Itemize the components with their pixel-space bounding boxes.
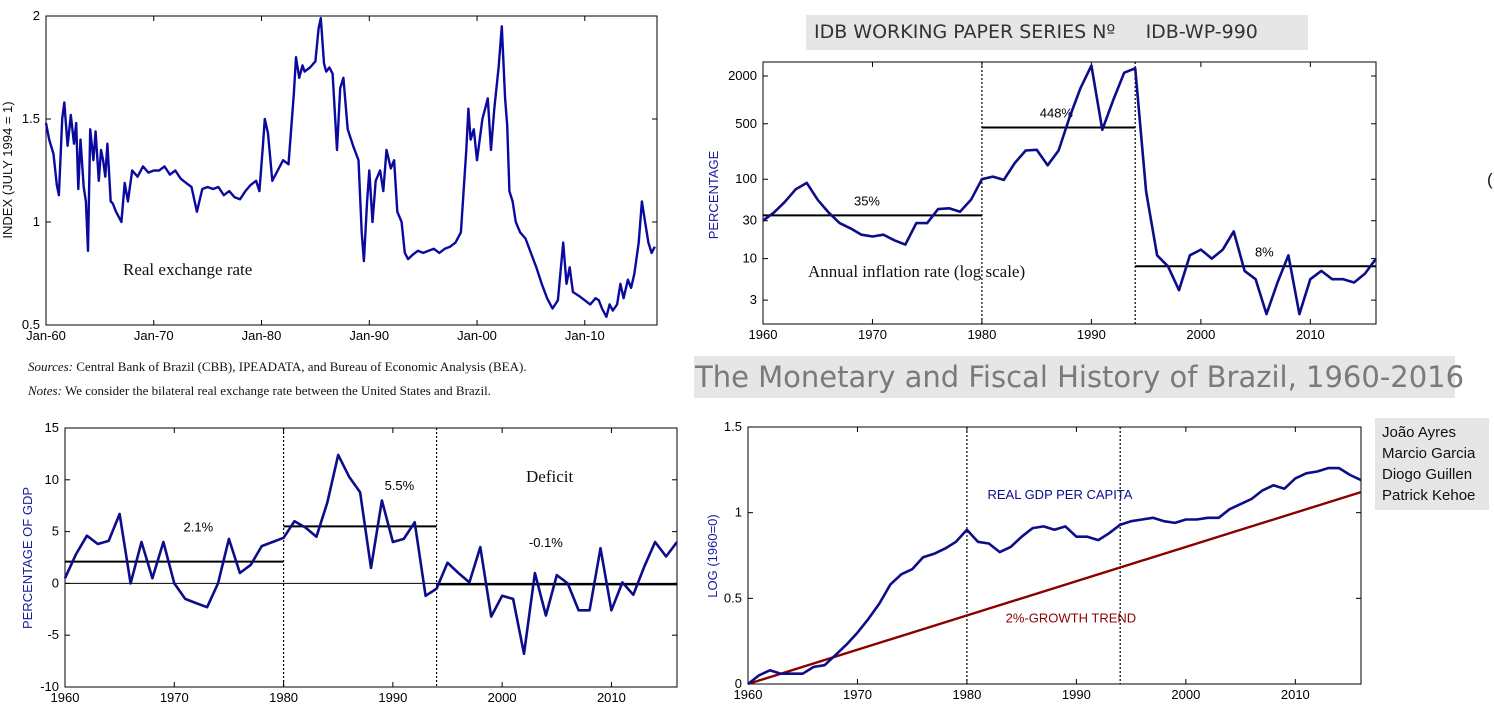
chart3-y-tick-label: -10 — [40, 679, 59, 694]
sources-note: Sources: Central Bank of Brazil (CBB), I… — [28, 359, 527, 375]
chart3-x-tick-label: 1960 — [51, 690, 80, 705]
real-exchange-rate-chart: Jan-60 Jan-70 Jan-80 Jan-90 Jan-00 Jan-10 0.5 1… — [0, 8, 658, 343]
chart2-frame — [762, 61, 1377, 325]
chart3-x-tick-label: 1980 — [269, 690, 298, 705]
chart1-frame — [45, 15, 658, 326]
chart2-y-tick-label: 500 — [735, 116, 757, 131]
chart4-y-tick-label: 0.5 — [724, 590, 742, 605]
chart1-y-axis-label: INDEX (JULY 1994 = 1) — [0, 101, 15, 238]
chart2-x-tick-label: 1970 — [858, 327, 887, 342]
author-name: João Ayres — [1382, 424, 1456, 441]
chart4-x-tick-label: 1960 — [734, 687, 763, 702]
chart3-average-label: 2.1% — [184, 520, 214, 535]
page-title: The Monetary and Fiscal History of Brazi… — [694, 356, 1464, 398]
chart1-x-tick-label: Jan-10 — [565, 328, 605, 343]
chart2-average-label: 8% — [1255, 244, 1274, 259]
chart2-x-tick-label: 2000 — [1186, 327, 1215, 342]
chart1-x-tick-label: Jan-00 — [457, 328, 497, 343]
deficit-chart: 1960 1970 1980 1990 2000 2010 -10 -5 0 5 10 15 2.1%… — [20, 420, 679, 705]
chart2-average-label: 448% — [1040, 106, 1074, 121]
chart4-x-tick-label: 1980 — [952, 687, 981, 702]
chart1-x-tick-label: Jan-90 — [349, 328, 389, 343]
chart3-average-label: 5.5% — [385, 478, 415, 493]
chart2-series-line — [762, 64, 1378, 316]
chart4-y-axis-label: LOG (1960=0) — [705, 514, 720, 597]
chart4-x-tick-label: 2010 — [1281, 687, 1310, 702]
author-name: Patrick Kehoe — [1382, 487, 1476, 504]
chart3-frame — [64, 427, 678, 688]
chart4-gdp-line — [747, 466, 1362, 686]
chart3-y-tick-label: 5 — [52, 524, 59, 539]
chart1-x-tick-label: Jan-60 — [26, 328, 66, 343]
inflation-chart: 1960 1970 1980 1990 2000 2010310301005002000 … — [706, 61, 1378, 342]
chart1-y-tick-label: 1 — [33, 214, 40, 229]
chart1-annotation: Real exchange rate — [123, 260, 252, 279]
chart3-y-tick-label: 10 — [45, 472, 59, 487]
chart3-y-tick-label: 15 — [45, 420, 59, 435]
edge-glyph: ( — [1487, 170, 1493, 189]
chart2-y-tick-label: 10 — [743, 251, 757, 266]
chart4-series-label-gdp: REAL GDP PER CAPITA — [987, 487, 1132, 502]
chart4-trend-line — [747, 490, 1362, 686]
notes-note: Notes: We consider the bilateral real ex… — [28, 383, 491, 399]
chart4-y-tick-label: 1.5 — [724, 419, 742, 434]
chart4-y-tick-label: 0 — [735, 676, 742, 691]
chart4-frame — [747, 426, 1362, 685]
chart3-x-tick-label: 2010 — [597, 690, 626, 705]
chart1-x-tick-label: Jan-70 — [134, 328, 174, 343]
gdp-per-capita-chart: 1960 1970 1980 1990 2000 2010 0 0.5 1 1.5 REAL GD… — [705, 419, 1362, 702]
chart4-y-tick-label: 1 — [735, 505, 742, 520]
chart3-y-tick-label: 0 — [52, 575, 59, 590]
chart1-x-tick-label: Jan-80 — [242, 328, 282, 343]
chart4-x-tick-label: 1990 — [1062, 687, 1091, 702]
chart3-annotation: Deficit — [526, 467, 573, 486]
author-name: Marcio Garcia — [1382, 445, 1476, 462]
chart2-average-label: 35% — [854, 193, 880, 208]
sources-text: Central Bank of Brazil (CBB), IPEADATA, … — [73, 359, 527, 374]
chart1-y-tick-label: 1.5 — [22, 111, 40, 126]
chart4-x-tick-label: 1970 — [843, 687, 872, 702]
chart4-series-label-trend: 2%-GROWTH TREND — [1006, 610, 1136, 625]
chart3-x-tick-label: 2000 — [488, 690, 517, 705]
chart3-y-tick-label: -5 — [47, 627, 59, 642]
chart3-x-tick-label: 1970 — [160, 690, 189, 705]
chart3-y-axis-label: PERCENTAGE OF GDP — [20, 487, 35, 629]
chart2-y-tick-label: 100 — [735, 171, 757, 186]
chart2-x-tick-label: 1960 — [749, 327, 778, 342]
chart2-y-tick-label: 3 — [750, 292, 757, 307]
chart2-y-tick-label: 30 — [743, 213, 757, 228]
chart2-y-axis-label: PERCENTAGE — [706, 150, 721, 239]
chart2-x-tick-label: 1990 — [1077, 327, 1106, 342]
author-list: João Ayres Marcio Garcia Diogo Guillen P… — [1375, 418, 1489, 510]
notes-text: We consider the bilateral real exchange … — [61, 383, 491, 398]
chart3-series-line — [63, 453, 679, 656]
chart2-y-tick-label: 2000 — [728, 68, 757, 83]
chart1-y-tick-label: 0.5 — [22, 317, 40, 332]
chart3-x-tick-label: 1990 — [378, 690, 407, 705]
notes-label: Notes: — [28, 383, 62, 398]
chart4-x-tick-label: 2000 — [1171, 687, 1200, 702]
author-name: Diogo Guillen — [1382, 466, 1473, 483]
chart3-average-label: -0.1% — [529, 535, 563, 550]
chart2-x-tick-label: 2010 — [1296, 327, 1325, 342]
chart2-annotation: Annual inflation rate (log scale) — [808, 262, 1025, 281]
chart2-x-tick-label: 1980 — [967, 327, 996, 342]
chart1-series-line — [44, 16, 656, 318]
working-paper-banner: IDB WORKING PAPER SERIES Nº IDB-WP-990 — [806, 15, 1308, 50]
chart1-y-tick-label: 2 — [33, 8, 40, 23]
sources-label: Sources: — [28, 359, 74, 374]
